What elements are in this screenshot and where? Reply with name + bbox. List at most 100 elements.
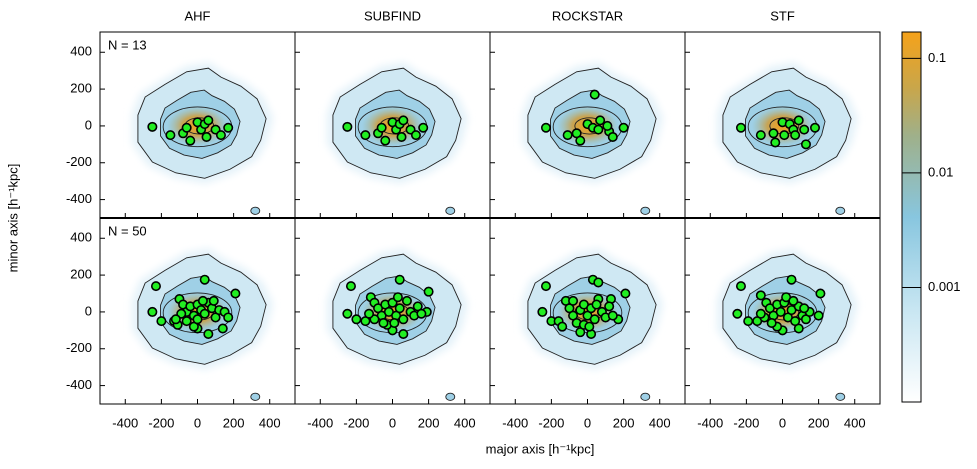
point	[593, 124, 604, 135]
point	[380, 135, 391, 146]
x-tick-label: 0	[194, 415, 201, 430]
point	[790, 130, 801, 141]
point	[364, 308, 375, 319]
point	[755, 308, 766, 319]
point	[735, 281, 746, 292]
contour	[640, 206, 651, 215]
point	[351, 314, 362, 325]
point	[181, 122, 192, 133]
point	[800, 139, 811, 150]
point	[793, 115, 804, 126]
point	[199, 274, 210, 285]
point	[389, 317, 400, 328]
point	[589, 314, 600, 325]
x-tick-label: -200	[343, 415, 369, 430]
x-tick-label: -400	[112, 415, 138, 430]
point	[396, 131, 407, 142]
row-label: N = 13	[108, 37, 147, 52]
point	[376, 122, 387, 133]
point	[398, 329, 409, 340]
point	[203, 115, 214, 126]
point	[813, 310, 824, 321]
x-tick-label: -400	[307, 415, 333, 430]
column-title: AHF	[185, 8, 211, 23]
x-tick-label: -200	[733, 415, 759, 430]
colorbar	[901, 31, 922, 403]
point	[607, 310, 618, 321]
point	[604, 301, 615, 312]
x-tick-label: 400	[844, 415, 866, 430]
y-tick-label: -400	[66, 191, 92, 206]
point	[620, 288, 631, 299]
contour	[835, 206, 846, 215]
point	[230, 288, 241, 299]
point	[401, 295, 412, 306]
point	[770, 137, 781, 148]
density-map	[131, 248, 273, 401]
panel: ROCKSTAR	[489, 8, 686, 219]
point	[799, 124, 810, 135]
point	[150, 281, 161, 292]
point	[201, 131, 212, 142]
panel: -400 -200 0 200 400 N = 13 AHF	[66, 8, 296, 219]
x-tick-label: -400	[697, 415, 723, 430]
point	[398, 115, 409, 126]
row-label: N = 50	[108, 223, 147, 238]
x-tick-label: 200	[418, 415, 440, 430]
point	[591, 299, 602, 310]
point	[378, 317, 389, 328]
point	[147, 121, 158, 132]
point	[540, 281, 551, 292]
x-axis-label: major axis [h⁻¹kpc]	[486, 441, 595, 456]
point	[568, 295, 579, 306]
point	[602, 120, 613, 131]
x-tick-label: 400	[649, 415, 671, 430]
contour	[445, 392, 456, 401]
point	[595, 115, 606, 126]
point	[418, 122, 429, 133]
panel: STF	[684, 8, 881, 219]
point	[156, 316, 167, 327]
panel: -400 -200 0 200 400 -400 -200 0 200 400 N = 50	[66, 217, 296, 430]
point	[766, 317, 777, 328]
point	[199, 308, 210, 319]
point	[197, 295, 208, 306]
point	[394, 303, 405, 314]
point	[394, 274, 405, 285]
point	[223, 122, 234, 133]
point	[342, 121, 353, 132]
point	[185, 135, 196, 146]
y-tick-label: 400	[70, 44, 92, 59]
contour	[250, 392, 261, 401]
point	[423, 286, 434, 297]
panel: -400 -200 0 200 400	[294, 217, 491, 430]
point	[562, 130, 573, 141]
x-tick-label: 200	[223, 415, 245, 430]
x-tick-label: 400	[454, 415, 476, 430]
point	[732, 308, 743, 319]
point	[540, 122, 551, 133]
point	[165, 130, 176, 141]
y-tick-label: 200	[70, 81, 92, 96]
density-map	[716, 248, 858, 401]
panel: -400 -200 0 200 400	[489, 217, 686, 430]
point	[537, 306, 548, 317]
point	[779, 130, 790, 141]
panel: SUBFIND	[294, 8, 491, 219]
point	[593, 277, 604, 288]
column-title: STF	[770, 8, 795, 23]
point	[392, 292, 403, 303]
panel: -400 -200 0 200 400	[684, 217, 881, 430]
point	[170, 314, 181, 325]
point	[147, 306, 158, 317]
density-map	[521, 62, 663, 215]
point	[181, 316, 192, 327]
point	[223, 312, 234, 323]
x-tick-label: -200	[148, 415, 174, 430]
point	[815, 288, 826, 299]
point	[768, 128, 779, 139]
point	[342, 308, 353, 319]
point	[398, 314, 409, 325]
y-tick-label: 0	[85, 303, 92, 318]
